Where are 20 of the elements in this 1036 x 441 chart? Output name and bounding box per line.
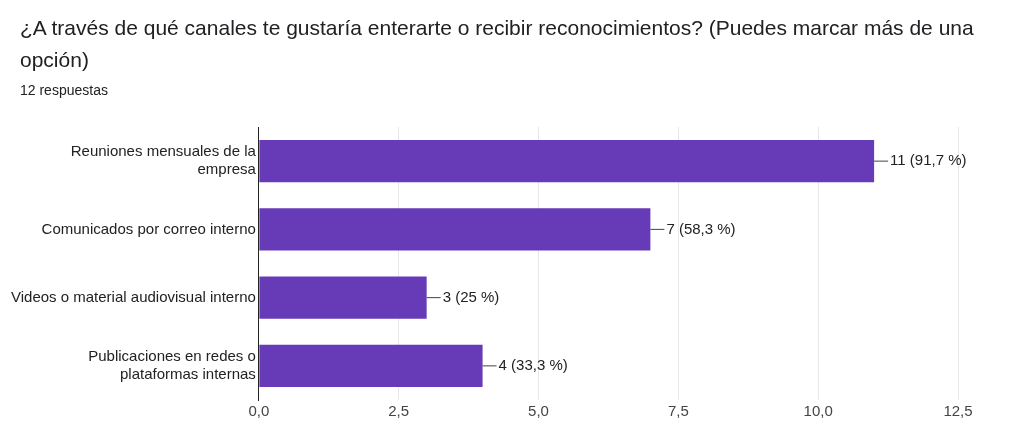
x-tick-label: 0,0 [248, 402, 270, 420]
x-tick-label: 7,5 [667, 402, 689, 420]
y-tick-label: Videos o material audiovisual interno [11, 287, 256, 305]
x-tick-label: 12,5 [943, 402, 973, 420]
x-tick-label: 2,5 [388, 402, 410, 420]
bar [259, 208, 651, 251]
y-tick-label: Publicaciones en redes o plataformas internas [88, 347, 256, 383]
data-label: 4 (33,3 %) [498, 356, 568, 374]
chart-title: ¿A través de qué canales te gustaría enterarte o recibir reconocimientos? (Puedes marcar más de una opción) [19, 15, 975, 73]
y-tick-label: Comunicados por correo interno [41, 219, 256, 237]
x-tick-label: 5,0 [528, 402, 549, 420]
x-tick-label: 10,0 [803, 402, 833, 420]
y-tick-label: Reuniones mensuales de la empresa [70, 142, 257, 178]
data-label: 7 (58,3 %) [666, 219, 736, 237]
text: 12 respuestas [19, 81, 109, 98]
bar [259, 139, 875, 183]
bar [259, 276, 427, 319]
data-label: 11 (91,7 %) [890, 151, 967, 169]
data-label: 3 (25 %) [442, 287, 500, 305]
bar [259, 344, 483, 388]
